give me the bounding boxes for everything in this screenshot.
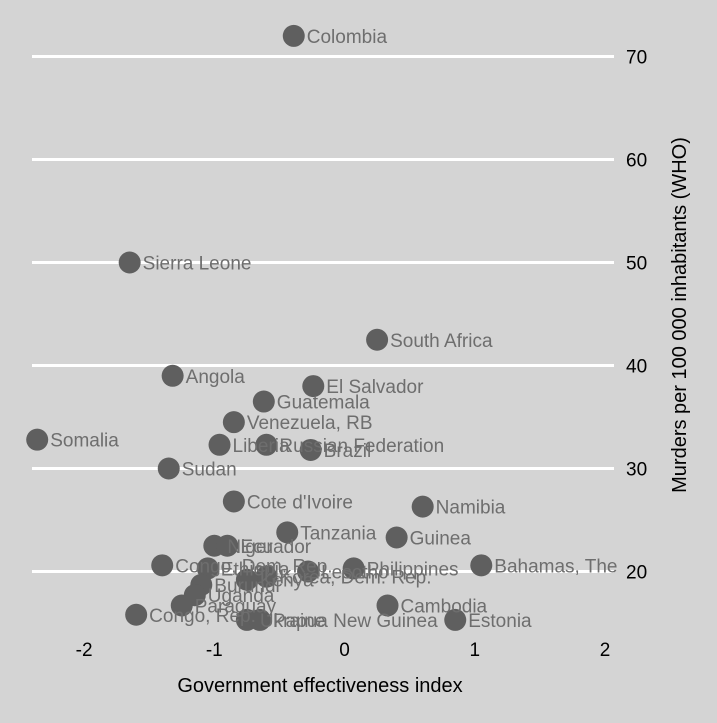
x-tick-label: -2 [76, 640, 93, 661]
y-tick-label: 30 [626, 460, 647, 481]
data-point [255, 565, 278, 588]
data-point [255, 433, 278, 456]
point-label: Sudan [182, 460, 237, 481]
point-label: Uganda [208, 586, 275, 607]
data-point [366, 328, 389, 351]
point-label: Congo, Rep. [149, 606, 256, 627]
y-tick-label: 70 [626, 48, 647, 69]
point-label: Lesotho [321, 563, 389, 584]
y-tick-label: 40 [626, 357, 647, 378]
point-label: Liberia [233, 436, 290, 457]
point-label: Estonia [468, 611, 532, 632]
point-label: Burundi [214, 576, 280, 597]
data-point [208, 433, 231, 456]
data-point [252, 390, 275, 413]
point-label: Namibia [436, 498, 506, 519]
y-tick-label: 50 [626, 254, 647, 275]
data-point [161, 364, 184, 387]
point-label: Ethiopia [221, 559, 290, 580]
point-label: Angola [186, 367, 246, 388]
point-label: Cote d'Ivoire [247, 492, 353, 513]
x-tick-label: 2 [600, 640, 611, 661]
data-point [235, 568, 258, 591]
point-label: South Africa [390, 331, 493, 352]
data-point [299, 438, 322, 461]
point-label: Philippines [367, 559, 459, 580]
x-tick-labels: -2 -1 0 1 2 [76, 640, 611, 661]
data-point [222, 490, 245, 513]
data-point [170, 594, 193, 617]
data-point [248, 608, 271, 631]
point-label: Ecuador [240, 537, 311, 558]
point-label: Brazil [324, 441, 372, 462]
data-points [26, 24, 493, 631]
data-point [222, 411, 245, 434]
y-tick-labels: 20 30 40 50 60 70 [626, 48, 647, 584]
x-axis-label: Government effectiveness index [177, 675, 462, 697]
point-label: Cambodia [401, 596, 488, 617]
point-label: Somalia [50, 431, 119, 452]
data-point [297, 560, 320, 583]
point-label: Niger [227, 537, 273, 558]
point-label: Bahamas, The [494, 556, 617, 577]
point-label: Russian Federation [279, 436, 444, 457]
data-point [157, 457, 180, 480]
point-label: Ukraine [260, 611, 325, 632]
data-point [118, 251, 141, 274]
data-point [196, 557, 219, 580]
point-labels: Colombia Sierra Leone South Africa Angola El… [50, 27, 617, 632]
point-label: Venezuela, RB [247, 413, 373, 434]
point-label: Guatemala [277, 393, 370, 414]
x-tick-label: -1 [206, 640, 223, 661]
data-point [151, 554, 174, 577]
point-label: Sierra Leone [143, 254, 252, 275]
point-label: Guinea [410, 529, 472, 550]
data-point [444, 608, 467, 631]
data-point [470, 554, 493, 577]
data-point [376, 594, 399, 617]
y-axis-label: Murders per 100 000 inhabitants (WHO) [669, 137, 691, 493]
data-point [411, 495, 434, 518]
data-point [385, 526, 408, 549]
data-point [26, 428, 49, 451]
data-point [342, 557, 365, 580]
point-label: Kenya [260, 571, 314, 592]
y-tick-label: 60 [626, 151, 647, 172]
data-point [276, 521, 299, 544]
point-label: Korea, Dem. Rep. [279, 568, 431, 589]
point-label: Colombia [307, 27, 388, 48]
data-point [125, 603, 148, 626]
x-tick-label: 1 [469, 640, 480, 661]
x-tick-label: 0 [339, 640, 350, 661]
data-point [282, 24, 305, 47]
point-label: Paraguay [195, 596, 277, 617]
point-label: Papua New Guinea [273, 611, 438, 632]
point-label: El Salvador [326, 377, 424, 398]
y-tick-label: 20 [626, 563, 647, 584]
point-label: Congo, Dem. Rep. [175, 556, 332, 577]
data-point [216, 534, 239, 557]
data-point [302, 375, 325, 398]
point-label: Tanzania [300, 523, 376, 544]
